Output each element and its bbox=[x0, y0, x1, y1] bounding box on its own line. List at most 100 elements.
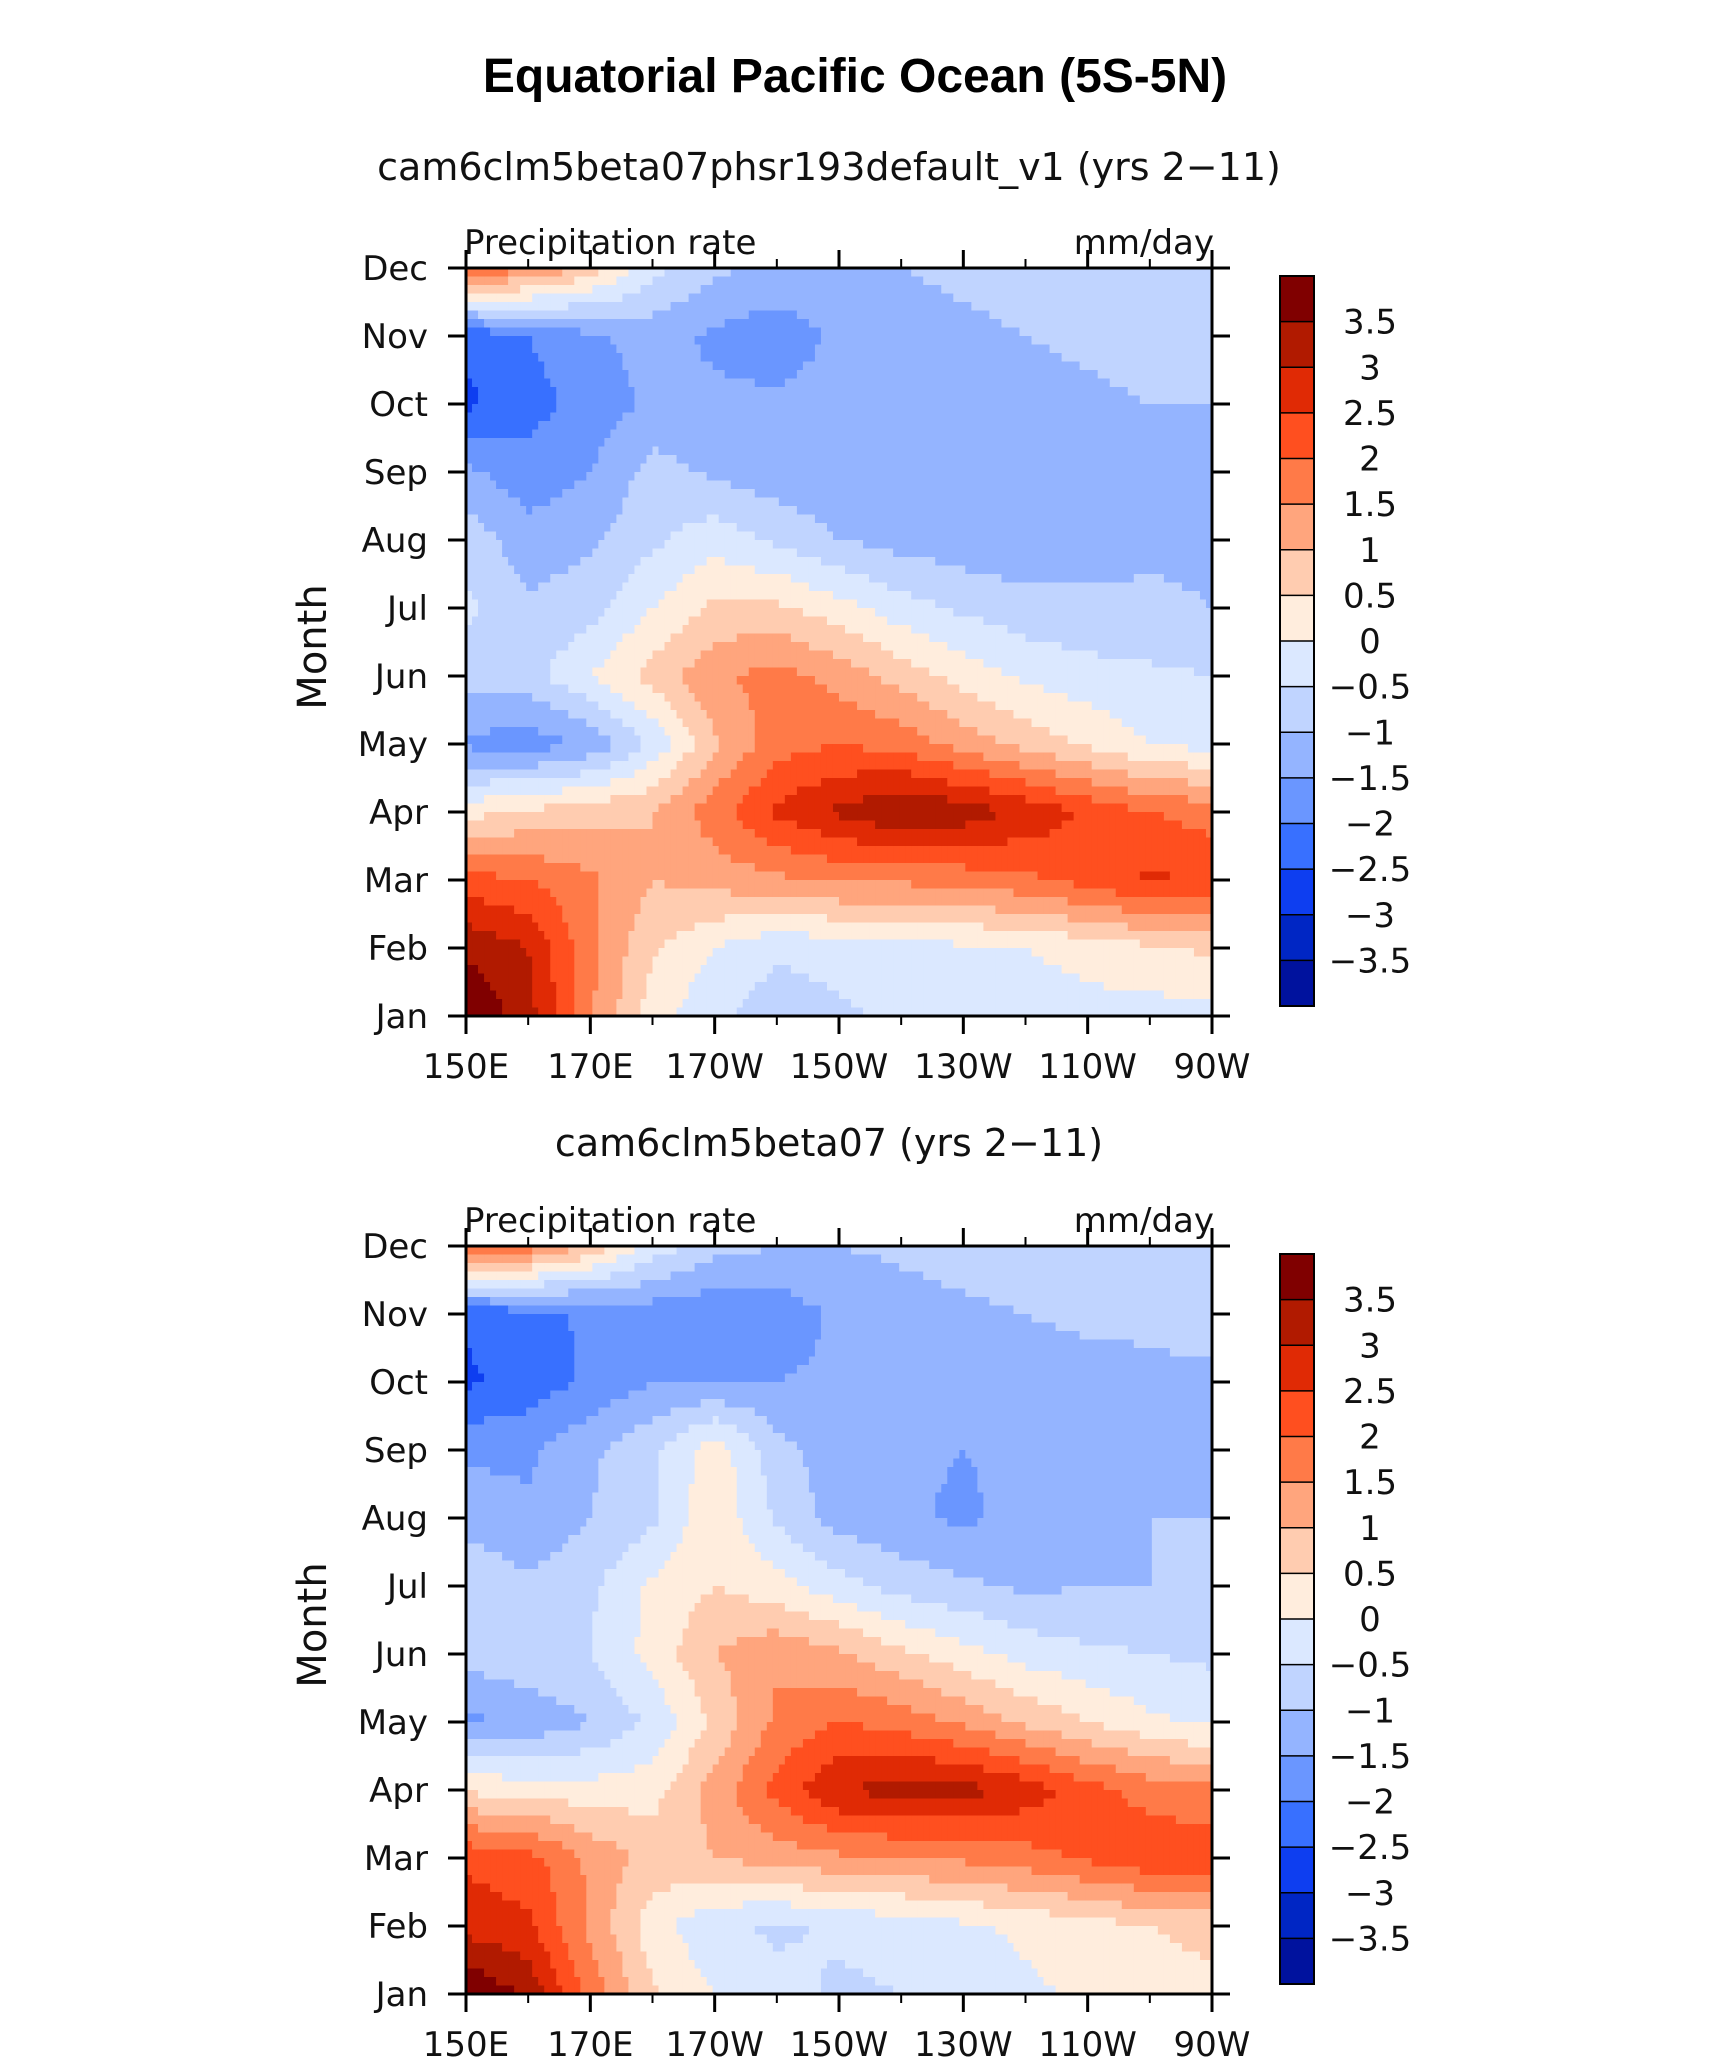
heatmap-cell bbox=[694, 412, 702, 422]
heatmap-cell bbox=[1199, 412, 1207, 422]
heatmap-cell bbox=[1085, 302, 1093, 312]
heatmap-cell bbox=[869, 421, 876, 431]
heatmap-cell bbox=[1013, 395, 1021, 405]
heatmap-cell bbox=[598, 582, 605, 592]
heatmap-cell bbox=[1109, 582, 1117, 592]
heatmap-cell bbox=[508, 370, 515, 380]
heatmap-cell bbox=[484, 531, 491, 541]
heatmap-cell bbox=[820, 438, 828, 448]
heatmap-cell bbox=[538, 302, 545, 312]
heatmap-cell bbox=[1121, 404, 1129, 414]
heatmap-cell bbox=[869, 353, 876, 363]
heatmap-cell bbox=[688, 344, 696, 354]
heatmap-cell bbox=[670, 489, 678, 499]
heatmap-cell bbox=[1169, 455, 1177, 465]
heatmap-cell bbox=[472, 480, 479, 490]
heatmap-cell bbox=[971, 582, 978, 592]
heatmap-cell bbox=[748, 472, 756, 482]
heatmap-cell bbox=[965, 268, 972, 278]
heatmap-cell bbox=[1091, 506, 1099, 516]
heatmap-cell bbox=[995, 582, 1003, 592]
heatmap-cell bbox=[905, 506, 912, 516]
heatmap-cell bbox=[826, 514, 834, 524]
heatmap-cell bbox=[1091, 540, 1099, 550]
heatmap-cell bbox=[905, 489, 912, 499]
heatmap-cell bbox=[664, 353, 672, 363]
heatmap-cell bbox=[646, 336, 654, 346]
heatmap-cell bbox=[814, 387, 822, 397]
heatmap-cell bbox=[869, 480, 876, 490]
heatmap-cell bbox=[863, 344, 870, 354]
heatmap-cell bbox=[869, 429, 876, 439]
heatmap-cell bbox=[508, 455, 515, 465]
heatmap-cell bbox=[790, 344, 798, 354]
heatmap-cell bbox=[526, 404, 533, 414]
heatmap-cell bbox=[905, 480, 912, 490]
heatmap-cell bbox=[959, 582, 966, 592]
heatmap-cell bbox=[574, 336, 581, 346]
heatmap-cell bbox=[646, 361, 654, 371]
heatmap-cell bbox=[694, 429, 702, 439]
heatmap-cell bbox=[724, 293, 732, 303]
heatmap-cell bbox=[1043, 480, 1051, 490]
heatmap-cell bbox=[911, 557, 918, 567]
heatmap-cell bbox=[1145, 268, 1153, 278]
heatmap-cell bbox=[1091, 565, 1099, 575]
heatmap-cell bbox=[935, 574, 942, 584]
heatmap-cell bbox=[1001, 480, 1009, 490]
heatmap-cell bbox=[508, 285, 515, 295]
heatmap-cell bbox=[772, 480, 780, 490]
heatmap-cell bbox=[995, 591, 1003, 601]
heatmap-cell bbox=[941, 497, 948, 507]
heatmap-cell bbox=[490, 591, 497, 601]
heatmap-cell bbox=[496, 463, 503, 473]
heatmap-cell bbox=[784, 429, 792, 439]
heatmap-cell bbox=[652, 506, 660, 516]
heatmap-cell bbox=[496, 497, 503, 507]
heatmap-cell bbox=[676, 574, 684, 584]
heatmap-cell bbox=[989, 344, 997, 354]
heatmap-cell bbox=[947, 540, 954, 550]
heatmap-cell bbox=[790, 472, 798, 482]
heatmap-cell bbox=[586, 489, 593, 499]
heatmap-cell bbox=[790, 387, 798, 397]
heatmap-cell bbox=[598, 387, 605, 397]
heatmap-cell bbox=[646, 599, 654, 609]
heatmap-cell bbox=[724, 361, 732, 371]
heatmap-cell bbox=[658, 455, 666, 465]
heatmap-cell bbox=[736, 557, 744, 567]
heatmap-cell bbox=[526, 412, 533, 422]
heatmap-cell bbox=[1013, 285, 1021, 295]
heatmap-cell bbox=[556, 387, 563, 397]
heatmap-cell bbox=[1025, 514, 1033, 524]
heatmap-cell bbox=[1007, 506, 1015, 516]
heatmap-cell bbox=[826, 480, 834, 490]
heatmap-cell bbox=[863, 599, 870, 609]
heatmap-cell bbox=[472, 319, 479, 329]
heatmap-cell bbox=[923, 557, 930, 567]
heatmap-cell bbox=[1007, 319, 1015, 329]
heatmap-cell bbox=[1115, 438, 1123, 448]
heatmap-cell bbox=[995, 387, 1003, 397]
heatmap-cell bbox=[1001, 591, 1009, 601]
heatmap-cell bbox=[676, 455, 684, 465]
heatmap-cell bbox=[616, 378, 624, 388]
heatmap-cell bbox=[1055, 310, 1063, 320]
heatmap-cell bbox=[568, 344, 575, 354]
heatmap-cell bbox=[712, 565, 720, 575]
heatmap-cell bbox=[1019, 370, 1027, 380]
heatmap-cell bbox=[664, 540, 672, 550]
heatmap-cell bbox=[832, 446, 840, 456]
heatmap-cell bbox=[832, 557, 840, 567]
heatmap-cell bbox=[947, 591, 954, 601]
heatmap-cell bbox=[1127, 285, 1135, 295]
heatmap-cell bbox=[941, 489, 948, 499]
heatmap-cell bbox=[466, 293, 473, 303]
heatmap-cell bbox=[550, 395, 557, 405]
heatmap-cell bbox=[977, 446, 984, 456]
heatmap-cell bbox=[1163, 531, 1171, 541]
heatmap-cell bbox=[682, 531, 690, 541]
heatmap-cell bbox=[580, 463, 587, 473]
heatmap-cell bbox=[845, 268, 852, 278]
heatmap-cell bbox=[598, 531, 605, 541]
